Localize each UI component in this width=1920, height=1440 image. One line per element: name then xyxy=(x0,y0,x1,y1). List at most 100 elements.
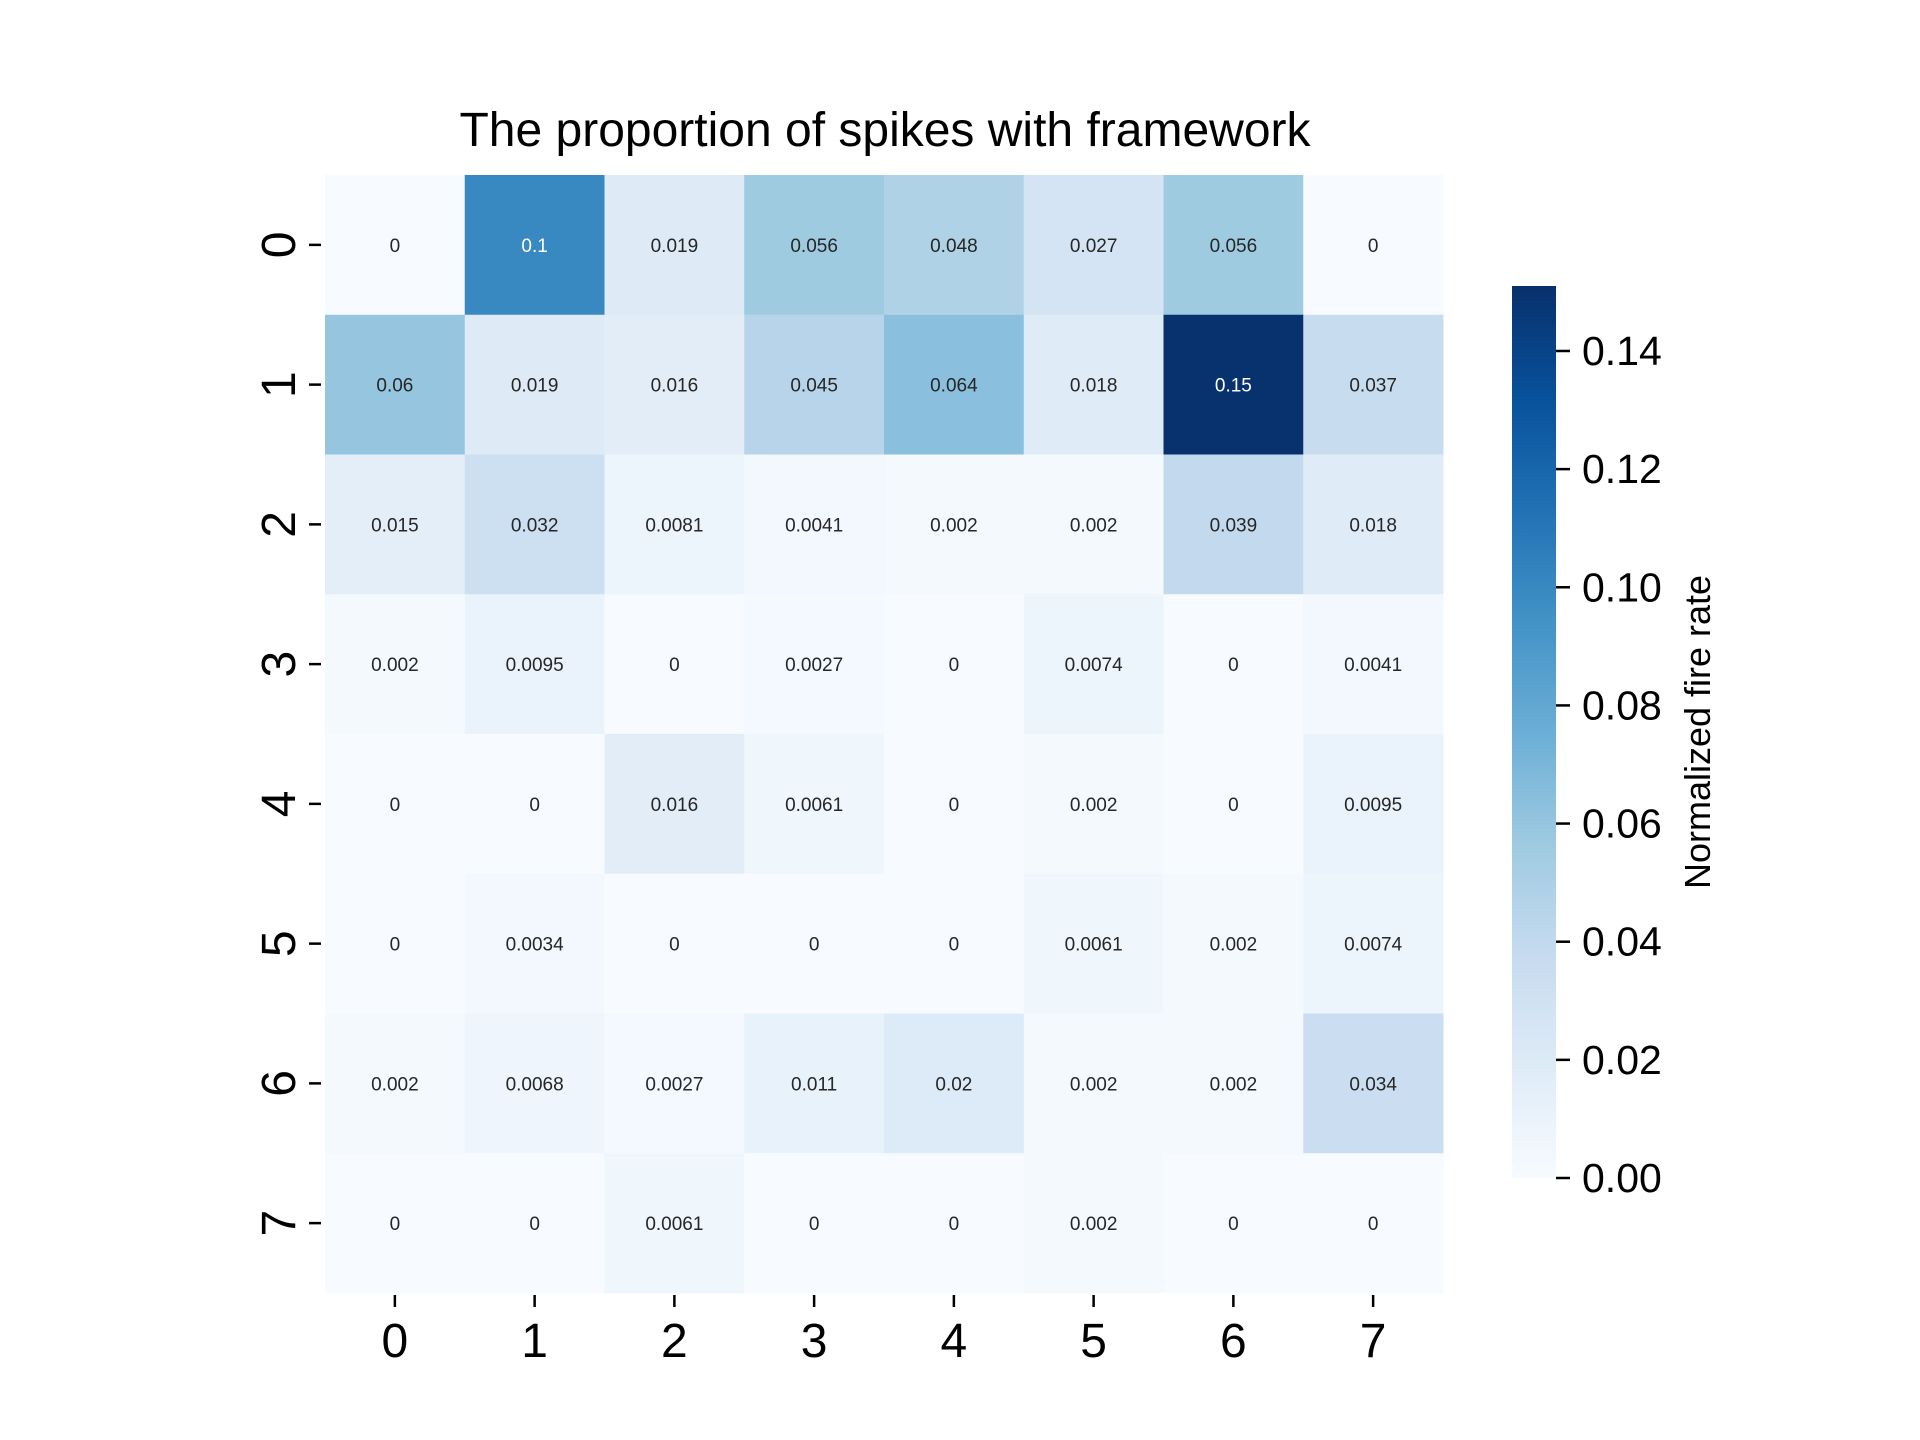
cell-value-label: 0.0081 xyxy=(645,515,703,536)
y-tick-label: 4 xyxy=(253,791,306,818)
cell-value-label: 0.018 xyxy=(1070,376,1118,397)
cell-value-label: 0.037 xyxy=(1349,376,1397,397)
heatmap-cell xyxy=(1023,734,1164,875)
heatmap-cell xyxy=(325,1153,466,1294)
cell-value-label: 0.0061 xyxy=(785,795,843,816)
x-tick-label: 5 xyxy=(1080,1315,1107,1368)
cell-value-label: 0 xyxy=(529,795,540,816)
y-tick-label: 5 xyxy=(253,930,306,957)
heatmap-cell xyxy=(1163,594,1304,735)
cell-value-label: 0 xyxy=(669,935,680,956)
cell-value-label: 0.0041 xyxy=(1344,655,1402,676)
cell-value-label: 0.034 xyxy=(1349,1074,1397,1095)
y-tick-label: 3 xyxy=(253,651,306,678)
heatmap-cell xyxy=(884,1153,1025,1294)
cell-value-label: 0.0034 xyxy=(506,935,565,956)
heatmap-cell xyxy=(604,1013,745,1154)
heatmap-cell xyxy=(884,873,1025,1014)
heatmap-cell xyxy=(1303,1013,1444,1154)
heatmap-cell xyxy=(884,454,1025,595)
colorbar-tick-label: 0.02 xyxy=(1582,1037,1662,1083)
cell-value-label: 0.0027 xyxy=(785,655,843,676)
heatmap-cell xyxy=(744,314,885,455)
x-tick-label: 4 xyxy=(941,1315,968,1368)
colorbar-tick-label: 0.06 xyxy=(1582,801,1662,847)
cell-value-label: 0 xyxy=(1228,1214,1239,1235)
cell-value-label: 0.0061 xyxy=(1065,935,1123,956)
y-axis: 0 1 2 3 4 5 6 7 xyxy=(253,232,321,1236)
x-tick-label: 3 xyxy=(801,1315,828,1368)
heatmap-cell xyxy=(744,454,885,595)
cell-value-label: 0 xyxy=(949,655,960,676)
heatmap-cell xyxy=(464,734,605,875)
heatmap-cell xyxy=(744,1153,885,1294)
cell-value-label: 0.0095 xyxy=(1344,795,1402,816)
heatmap-cell xyxy=(1303,873,1444,1014)
cell-value-label: 0.0041 xyxy=(785,515,843,536)
cell-value-label: 0.0074 xyxy=(1344,935,1403,956)
cell-value-label: 0.015 xyxy=(371,515,419,536)
cell-value-label: 0.045 xyxy=(790,376,838,397)
colorbar: 0.00 0.02 0.04 0.06 0.08 0.10 0.12 0.14 Normali… xyxy=(1512,286,1718,1201)
heatmap-cell xyxy=(884,175,1025,316)
colorbar-tick-label: 0.14 xyxy=(1582,328,1662,374)
heatmap-cell xyxy=(464,873,605,1014)
cell-value-label: 0.0074 xyxy=(1065,655,1124,676)
heatmap-cell xyxy=(325,175,466,316)
heatmap-cell xyxy=(604,175,745,316)
x-tick-label: 0 xyxy=(382,1315,409,1368)
heatmap-cell xyxy=(1303,314,1444,455)
cell-annotations: 0 0.1 0.019 0.056 0.048 0.027 0.056 0 0.06 0.019 0… xyxy=(371,236,1403,1235)
cell-value-label: 0.039 xyxy=(1210,515,1258,536)
cell-value-label: 0.0061 xyxy=(645,1214,703,1235)
heatmap-cell xyxy=(604,873,745,1014)
y-tick-label: 1 xyxy=(253,371,306,398)
x-tick-label: 6 xyxy=(1220,1315,1247,1368)
cell-value-label: 0 xyxy=(1228,655,1239,676)
heatmap-cell xyxy=(884,314,1025,455)
heatmap-cell xyxy=(1163,1153,1304,1294)
cell-value-label: 0.016 xyxy=(651,376,699,397)
y-tick-label: 6 xyxy=(253,1070,306,1097)
cell-value-label: 0.019 xyxy=(511,376,559,397)
x-tick-label: 7 xyxy=(1360,1315,1387,1368)
cell-value-label: 0.032 xyxy=(511,515,559,536)
cell-value-label: 0 xyxy=(390,795,401,816)
heatmap-cell xyxy=(1023,175,1164,316)
colorbar-tick-label: 0.10 xyxy=(1582,564,1662,610)
heatmap-cell xyxy=(325,734,466,875)
heatmap-cell xyxy=(1303,594,1444,735)
heatmap-cell xyxy=(1163,314,1304,455)
heatmap-cell xyxy=(744,873,885,1014)
heatmap-cell xyxy=(1163,454,1304,595)
colorbar-gradient xyxy=(1512,286,1556,1178)
heatmap-cell xyxy=(1023,873,1164,1014)
cell-value-label: 0 xyxy=(390,236,401,257)
x-tick-label: 1 xyxy=(521,1315,548,1368)
heatmap-cell xyxy=(464,1153,605,1294)
cell-value-label: 0 xyxy=(529,1214,540,1235)
cell-value-label: 0 xyxy=(949,795,960,816)
heatmap-cell xyxy=(744,1013,885,1154)
heatmap-cell xyxy=(464,314,605,455)
heatmap-cell xyxy=(325,454,466,595)
chart-title: The proportion of spikes with framework xyxy=(459,104,1311,157)
heatmap-cell xyxy=(604,1153,745,1294)
cell-value-label: 0 xyxy=(809,1214,820,1235)
colorbar-tick-label: 0.12 xyxy=(1582,446,1662,492)
cell-value-label: 0 xyxy=(1228,795,1239,816)
heatmap-cell xyxy=(1023,314,1164,455)
cell-value-label: 0 xyxy=(949,935,960,956)
y-tick-label: 2 xyxy=(253,511,306,538)
heatmap-cell xyxy=(1163,734,1304,875)
cell-value-label: 0.002 xyxy=(1070,515,1118,536)
heatmap-cell xyxy=(604,734,745,875)
cell-value-label: 0.002 xyxy=(371,1074,419,1095)
cell-value-label: 0.002 xyxy=(1210,935,1258,956)
cell-value-label: 0 xyxy=(1368,236,1379,257)
heatmap-cell xyxy=(325,1013,466,1154)
heatmap-cell xyxy=(1303,454,1444,595)
cell-value-label: 0.056 xyxy=(790,236,838,257)
cell-value-label: 0 xyxy=(949,1214,960,1235)
cell-value-label: 0.002 xyxy=(1070,1074,1118,1095)
